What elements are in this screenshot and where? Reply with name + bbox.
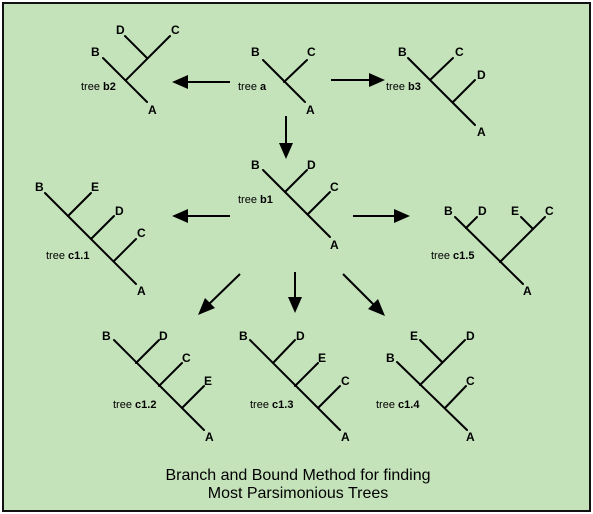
tree-c1-1: B E D C A tree c1.1 — [35, 180, 146, 298]
tree-c1-4-label: tree c1.4 — [376, 399, 420, 411]
tree-b1-label: tree b1 — [238, 194, 273, 206]
tree-c1-5-branch — [465, 216, 478, 229]
tree-c1-1-leaf-1: B — [35, 180, 44, 194]
tree-c1-5-leaf-5: A — [523, 284, 532, 298]
tree-a-leaf-1: B — [251, 45, 260, 59]
tree-b1-branch — [284, 169, 308, 193]
tree-b3-leaf-3: D — [477, 68, 486, 82]
tree-a-leaf-3: A — [306, 103, 315, 117]
tree-b3-branch — [407, 57, 476, 126]
tree-c1-3-branch — [317, 385, 341, 409]
tree-c1-2-leaf-4: E — [204, 374, 212, 388]
tree-c1-4-branch — [396, 361, 468, 431]
tree-c1-1-branch — [90, 215, 115, 240]
tree-b3-branch — [452, 79, 476, 103]
arrow-a-to-b1 — [279, 116, 293, 159]
tree-c1-3: B D E C A tree c1.3 — [239, 329, 350, 444]
tree-c1-4-leaf-1: E — [410, 329, 418, 343]
tree-c1-4-leaf-2: D — [466, 329, 475, 343]
tree-b2-label: tree b2 — [81, 81, 116, 93]
tree-a: B C A tree a — [238, 45, 316, 117]
tree-a-branch — [283, 59, 308, 83]
tree-c1-4-leaf-3: B — [386, 351, 395, 365]
tree-c1-2-leaf-1: B — [102, 329, 111, 343]
caption-line-2: Most Parsimonious Trees — [208, 485, 389, 502]
tree-c1-5-branch — [520, 216, 534, 230]
tree-b2-branch — [124, 35, 148, 59]
tree-c1-3-leaf-5: A — [341, 430, 350, 444]
tree-c1-1-label: tree c1.1 — [46, 250, 89, 262]
tree-c1-5-branch — [499, 216, 546, 263]
tree-b1-branch — [307, 191, 331, 215]
tree-b2-leaf-4: A — [148, 103, 157, 117]
tree-b3-leaf-4: A — [477, 125, 486, 139]
tree-c1-4-branch — [444, 385, 467, 409]
arrow-a-to-b2 — [172, 75, 230, 89]
tree-b1-leaf-2: D — [307, 158, 316, 172]
tree-c1-1-branch — [67, 192, 92, 217]
arrow-a-to-b3 — [331, 73, 385, 87]
tree-c1-5-leaf-4: C — [545, 204, 554, 218]
tree-c1-2-label: tree c1.2 — [113, 399, 156, 411]
tree-c1-3-branch — [294, 362, 319, 387]
tree-a-label: tree a — [238, 81, 267, 93]
tree-c1-3-branch — [272, 339, 296, 364]
tree-c1-5-leaf-1: B — [444, 204, 453, 218]
tree-c1-3-leaf-1: B — [239, 329, 248, 343]
tree-b2-leaf-2: C — [171, 23, 180, 37]
tree-c1-5-label: tree c1.5 — [431, 250, 474, 262]
tree-c1-2-branch — [181, 385, 205, 409]
arrow-b1-to-c1-5 — [353, 209, 410, 223]
tree-c1-2: B D C E A tree c1.2 — [102, 329, 214, 444]
tree-c1-1-branch — [113, 238, 137, 262]
tree-c1-5-leaf-2: D — [478, 204, 487, 218]
tree-a-leaf-2: C — [307, 45, 316, 59]
tree-b1-leaf-3: C — [330, 180, 339, 194]
tree-c1-2-branch — [135, 339, 160, 364]
tree-c1-5: B D E C A tree c1.5 — [431, 204, 554, 298]
tree-b3-leaf-2: C — [455, 45, 464, 59]
tree-b1-leaf-4: A — [330, 238, 339, 252]
tree-c1-2-branch — [158, 362, 183, 387]
tree-c1-3-leaf-2: D — [296, 329, 305, 343]
arrow-b1-to-c1-3 — [288, 272, 302, 313]
tree-b2-leaf-3: B — [91, 45, 100, 59]
arrow-b1-to-c1-2 — [198, 273, 241, 315]
tree-c1-2-leaf-2: D — [159, 329, 168, 343]
tree-c1-1-leaf-4: C — [137, 226, 146, 240]
tree-b1-branch — [262, 169, 331, 238]
caption-line-1: Branch and Bound Method for finding — [165, 467, 430, 484]
tree-b2: D C B A tree b2 — [81, 23, 180, 117]
tree-c1-1-leaf-5: A — [137, 284, 146, 298]
tree-b3-label: tree b3 — [386, 81, 421, 93]
tree-c1-3-label: tree c1.3 — [250, 399, 293, 411]
tree-c1-2-leaf-3: C — [182, 351, 191, 365]
tree-b1-leaf-1: B — [251, 158, 260, 172]
tree-b1: B D C A tree b1 — [238, 158, 339, 252]
tree-c1-4-leaf-5: A — [466, 430, 475, 444]
tree-c1-3-leaf-3: E — [318, 351, 326, 365]
tree-c1-1-leaf-2: E — [91, 180, 99, 194]
tree-c1-4: E D B C A tree c1.4 — [376, 329, 475, 444]
arrow-b1-to-c1-4 — [342, 273, 385, 316]
tree-b3: B C D A tree b3 — [386, 45, 486, 139]
tree-c1-5-leaf-3: E — [511, 204, 519, 218]
tree-b2-leaf-1: D — [116, 23, 125, 37]
tree-b3-branch — [429, 57, 454, 81]
arrow-b1-to-c1-1 — [172, 209, 230, 223]
tree-c1-1-leaf-3: D — [115, 204, 124, 218]
tree-c1-4-leaf-4: C — [466, 374, 475, 388]
tree-c1-2-leaf-5: A — [205, 430, 214, 444]
tree-b3-leaf-1: B — [398, 45, 407, 59]
tree-c1-3-leaf-4: C — [341, 374, 350, 388]
tree-c1-4-branch — [419, 339, 443, 363]
